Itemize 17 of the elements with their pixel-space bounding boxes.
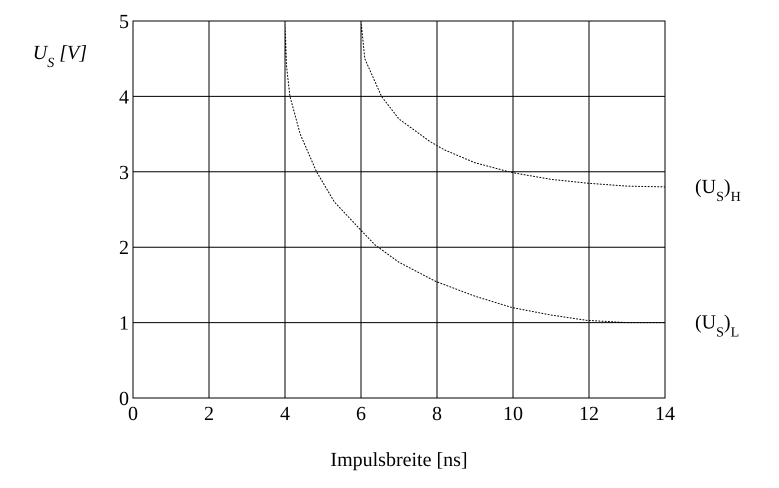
- series-label: (U$_{S}$)$_{L}$: [695, 312, 740, 340]
- y-tick-label: 0: [119, 388, 129, 410]
- series-label: (U$_{S}$)$_{H}$: [695, 176, 741, 204]
- y-tick-label: 1: [119, 312, 129, 335]
- x-tick-label: 10: [503, 403, 523, 425]
- x-tick-label: 4: [280, 403, 290, 425]
- x-tick-label: 2: [204, 403, 214, 425]
- x-tick-label: 6: [356, 403, 366, 425]
- y-tick-label: 5: [119, 11, 129, 33]
- x-tick-label: 12: [579, 403, 599, 425]
- y-tick-label: 4: [119, 86, 129, 108]
- y-tick-label: 3: [119, 162, 129, 184]
- x-axis-title: Impulsbreite [ns]: [330, 449, 468, 471]
- x-tick-label: 8: [432, 403, 442, 425]
- y-tick-label: 2: [119, 237, 129, 260]
- x-tick-label: 14: [655, 403, 675, 425]
- y-axis-title: U$_{S}$ [V]: [32, 42, 87, 70]
